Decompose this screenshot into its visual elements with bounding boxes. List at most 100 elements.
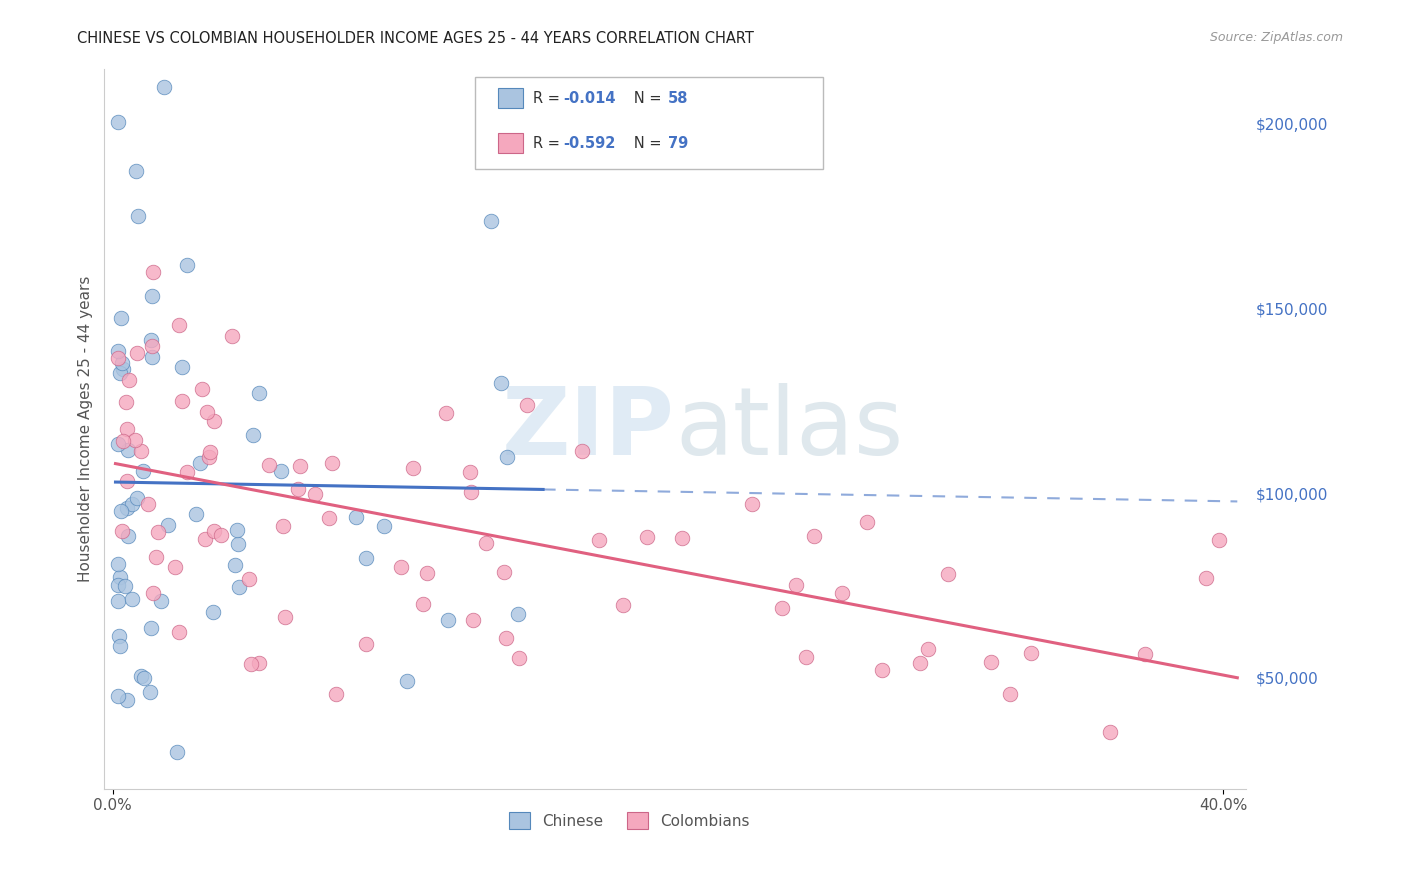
Point <box>571 443 593 458</box>
Point <box>242 427 264 442</box>
Point <box>195 405 218 419</box>
Point <box>110 311 132 326</box>
Point <box>167 624 190 639</box>
Point <box>125 346 148 360</box>
Point <box>288 458 311 473</box>
Point <box>516 398 538 412</box>
Point <box>111 524 134 538</box>
Point <box>141 350 163 364</box>
Point <box>671 531 693 545</box>
Point <box>115 693 138 707</box>
Point <box>129 669 152 683</box>
Point <box>141 339 163 353</box>
Point <box>111 362 134 376</box>
Point <box>170 394 193 409</box>
Point <box>238 572 260 586</box>
Point <box>325 687 347 701</box>
Text: atlas: atlas <box>675 383 903 475</box>
Point <box>107 351 129 366</box>
Text: R =: R = <box>533 136 565 151</box>
Point <box>304 486 326 500</box>
Point <box>741 497 763 511</box>
Point <box>176 465 198 479</box>
Point <box>460 484 482 499</box>
Point <box>474 536 496 550</box>
Point <box>114 395 136 409</box>
Point <box>803 529 825 543</box>
Point <box>321 456 343 470</box>
Point <box>166 745 188 759</box>
Point <box>980 656 1002 670</box>
Point <box>139 685 162 699</box>
Point <box>1135 648 1157 662</box>
Point <box>508 651 530 665</box>
Point <box>167 318 190 332</box>
Point <box>224 558 246 572</box>
Text: N =: N = <box>620 91 666 105</box>
Point <box>111 356 134 370</box>
Point <box>402 460 425 475</box>
Point <box>1208 533 1230 547</box>
Point <box>115 474 138 488</box>
Text: 79: 79 <box>668 136 689 151</box>
Point <box>136 497 159 511</box>
Point <box>139 333 162 347</box>
Point <box>437 613 460 627</box>
Point <box>870 664 893 678</box>
Legend: Chinese, Colombians: Chinese, Colombians <box>503 806 756 835</box>
Point <box>910 657 932 671</box>
Point <box>198 450 221 465</box>
Point <box>108 628 131 642</box>
Point <box>165 559 187 574</box>
Point <box>239 657 262 671</box>
Point <box>146 525 169 540</box>
Point <box>202 524 225 538</box>
Point <box>117 529 139 543</box>
Point <box>114 578 136 592</box>
Text: -0.014: -0.014 <box>564 91 616 105</box>
Point <box>121 591 143 606</box>
Point <box>373 518 395 533</box>
Point <box>110 366 132 380</box>
Point <box>494 565 516 579</box>
Point <box>479 214 502 228</box>
Point <box>287 482 309 496</box>
Point <box>149 594 172 608</box>
Point <box>458 465 481 479</box>
Point <box>121 497 143 511</box>
Point <box>270 464 292 478</box>
Point <box>107 557 129 571</box>
Point <box>132 464 155 478</box>
Point <box>1019 646 1042 660</box>
Text: -0.592: -0.592 <box>564 136 616 151</box>
Point <box>186 507 208 521</box>
Point <box>156 517 179 532</box>
Point <box>124 433 146 447</box>
Point <box>142 264 165 278</box>
Point <box>588 533 610 547</box>
Text: N =: N = <box>620 136 666 151</box>
Point <box>1099 725 1122 739</box>
Point <box>636 530 658 544</box>
Point <box>354 637 377 651</box>
Point <box>415 566 437 580</box>
Point <box>508 607 530 621</box>
Point <box>354 551 377 566</box>
Point <box>434 406 457 420</box>
Point <box>785 578 807 592</box>
Point <box>271 519 294 533</box>
Point <box>1000 687 1022 701</box>
Point <box>107 343 129 358</box>
Point <box>209 528 232 542</box>
Point <box>170 359 193 374</box>
Point <box>141 288 163 302</box>
Point <box>247 385 270 400</box>
Point <box>1195 571 1218 585</box>
Text: 58: 58 <box>668 91 689 105</box>
Bar <box>498 133 523 153</box>
Point <box>125 164 148 178</box>
Point <box>107 437 129 451</box>
Point <box>831 586 853 600</box>
FancyBboxPatch shape <box>475 78 824 169</box>
Point <box>247 656 270 670</box>
